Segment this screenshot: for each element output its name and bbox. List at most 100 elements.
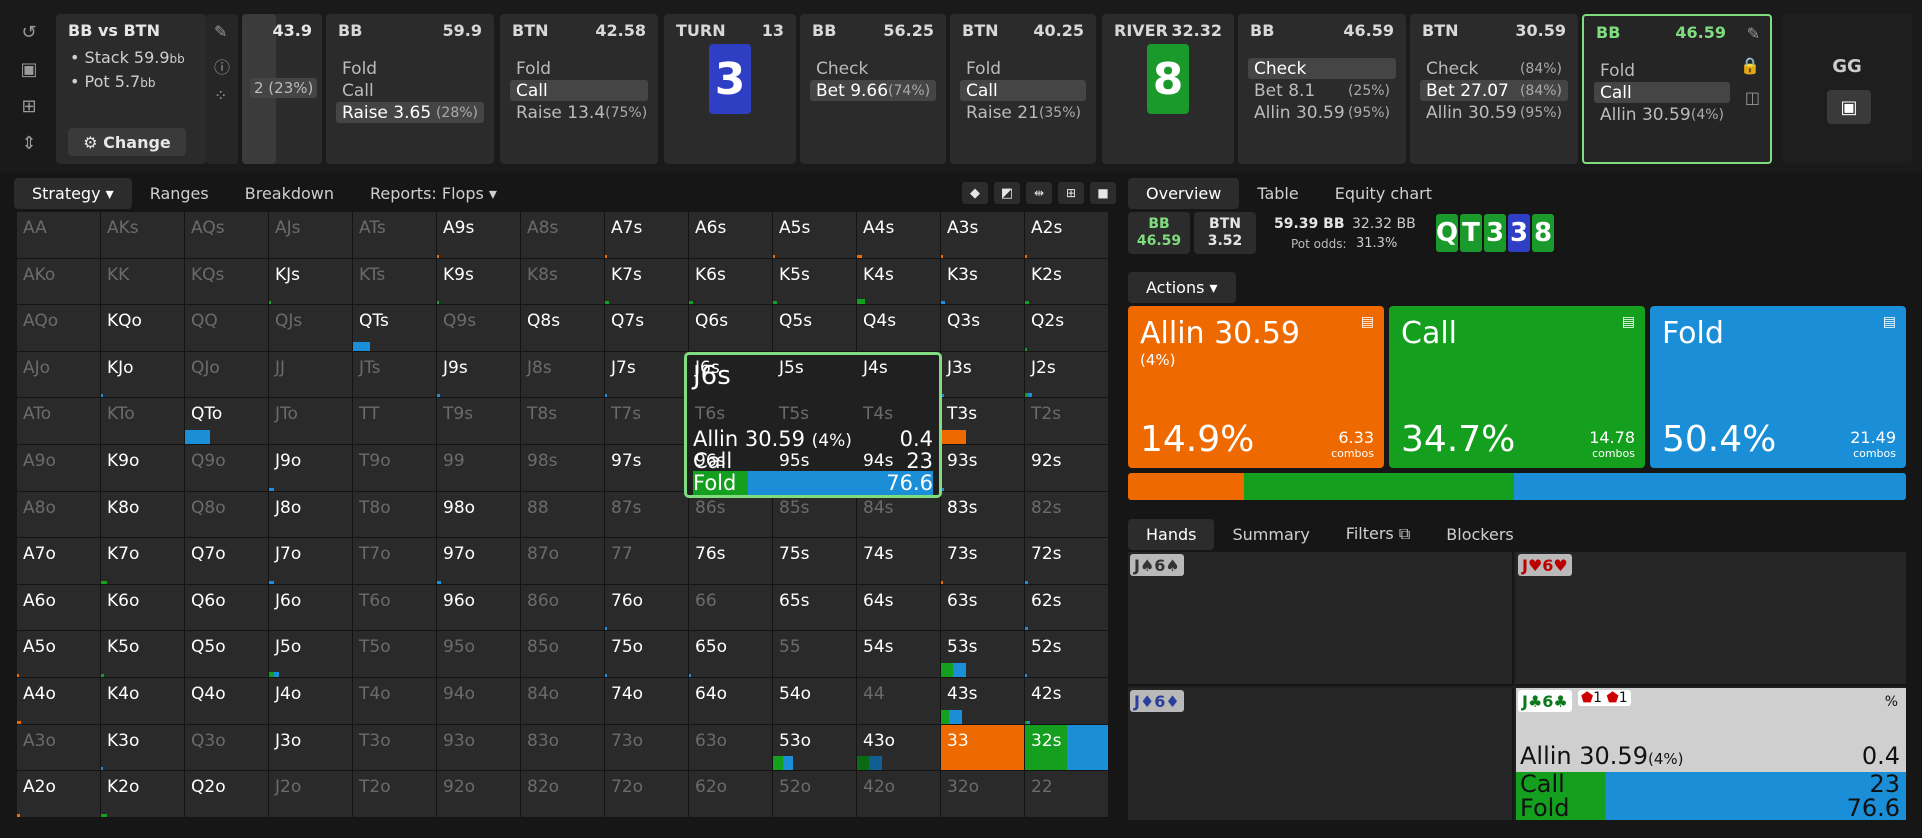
hand-cell[interactable]: T2o	[353, 771, 437, 818]
hand-cell-jc6c[interactable]: J♣6♣ ⬟1 ⬟1 % Allin 30.59(4%) 0.4 Call 23 F…	[1516, 688, 1906, 820]
percent-toggle[interactable]: %	[1884, 694, 1898, 710]
split-icon[interactable]: ⇕	[21, 133, 37, 154]
hand-cell[interactable]: K4o	[101, 678, 185, 725]
hand-cell[interactable]: 64o	[689, 678, 773, 725]
hand-cell[interactable]: AKs	[101, 212, 185, 259]
hand-cell[interactable]: 74s	[857, 538, 941, 585]
hand-cell[interactable]: QQ	[185, 305, 269, 352]
node-action[interactable]: Raise 13.4 (75%)	[516, 102, 648, 123]
hand-cell[interactable]: K7s	[605, 258, 689, 306]
hand-cell[interactable]: 84o	[521, 678, 605, 725]
hand-cell[interactable]: 75o	[605, 631, 689, 678]
hand-cell[interactable]: 33	[941, 724, 1025, 772]
edit-icon[interactable]: ✎	[1746, 24, 1760, 43]
hand-cell[interactable]: 64s	[857, 584, 941, 632]
hand-cell[interactable]: 63o	[689, 724, 773, 772]
hand-cell[interactable]: KK	[101, 258, 185, 306]
hand-cell[interactable]: 42o	[857, 771, 941, 818]
tab-blockers[interactable]: Blockers	[1446, 524, 1514, 544]
hand-cell[interactable]: K2o	[101, 771, 185, 818]
hand-cell[interactable]: J8o	[269, 491, 353, 539]
hand-cell[interactable]: Q3s	[941, 305, 1025, 352]
hand-cell[interactable]: 42s	[1025, 678, 1109, 725]
hand-cell[interactable]: Q9s	[437, 305, 521, 352]
hand-cell[interactable]: 62o	[689, 771, 773, 818]
hand-cell[interactable]: 43o	[857, 724, 941, 772]
action-card-call[interactable]: Call ▤ 34.7% 14.78 combos	[1389, 306, 1645, 468]
hand-cell[interactable]: KJo	[101, 351, 185, 399]
hand-cell[interactable]: 65s	[773, 584, 857, 632]
edit-icon[interactable]: ✎	[214, 22, 228, 41]
hand-cell[interactable]: Q9o	[185, 445, 269, 492]
hand-cell[interactable]: 73o	[605, 724, 689, 772]
hand-cell[interactable]: K9o	[101, 445, 185, 492]
hand-cell[interactable]: 97s	[605, 445, 689, 492]
hand-cell[interactable]: A7s	[605, 212, 689, 259]
hand-cell[interactable]: 54o	[773, 678, 857, 725]
node-action[interactable]: Bet 9.66 (74%)	[810, 80, 936, 101]
hand-cell[interactable]: 86o	[521, 584, 605, 632]
hand-cell[interactable]: 85s	[773, 491, 857, 539]
hand-cell[interactable]: 52s	[1025, 631, 1109, 678]
hand-cell[interactable]: J5o	[269, 631, 353, 678]
node-action[interactable]: Call	[510, 80, 648, 101]
hand-cell[interactable]: K3o	[101, 724, 185, 772]
node-action[interactable]: Fold	[516, 58, 552, 79]
cube-icon[interactable]: ◆	[962, 182, 988, 204]
hand-cell[interactable]: A4o	[17, 678, 101, 725]
hand-cell[interactable]: 44	[857, 678, 941, 725]
hand-cell[interactable]: 62s	[1025, 584, 1109, 632]
hand-cell[interactable]: T8o	[353, 491, 437, 539]
hand-cell[interactable]: 32o	[941, 771, 1025, 818]
hand-cell[interactable]: J2o	[269, 771, 353, 818]
node-btn-1[interactable]: BTN 42.58 Fold Call Raise 13.4 (75%)	[500, 14, 658, 164]
hand-cell[interactable]: A5o	[17, 631, 101, 678]
square-icon[interactable]: ■	[1090, 182, 1116, 204]
hand-cell[interactable]: J4o	[269, 678, 353, 725]
node-action[interactable]: Check	[816, 58, 869, 79]
hand-cell[interactable]: K8s	[521, 258, 605, 306]
hand-cell[interactable]: T9o	[353, 445, 437, 492]
hand-cell[interactable]: 22	[1025, 771, 1109, 818]
hand-cell[interactable]: 97o	[437, 538, 521, 585]
hand-cell[interactable]: ATs	[353, 212, 437, 259]
tab-table[interactable]: Table	[1257, 184, 1299, 203]
hand-cell[interactable]: J7s	[605, 351, 689, 399]
hand-cell[interactable]: 55	[773, 631, 857, 678]
hand-cell[interactable]: AJs	[269, 212, 353, 259]
node-btn-4[interactable]: BTN 40.25 Fold Call Raise 21 (35%)	[950, 14, 1096, 164]
hand-cell[interactable]: A9o	[17, 445, 101, 492]
hand-cell[interactable]: T5o	[353, 631, 437, 678]
hand-cell[interactable]: J9s	[437, 351, 521, 399]
hand-cell-jd6d[interactable]: J♦6♦	[1128, 688, 1514, 820]
node-bb-6[interactable]: BB 46.59 Check Bet 8.1 (25%) Allin 30.59 (95%)	[1238, 14, 1406, 164]
hand-cell[interactable]: A3o	[17, 724, 101, 772]
hand-cell[interactable]: A4s	[857, 212, 941, 259]
hand-cell[interactable]: 93s	[941, 445, 1025, 492]
hand-cell[interactable]: 88	[521, 491, 605, 539]
undo-icon[interactable]: ↺	[21, 22, 37, 43]
hand-cell[interactable]: A8o	[17, 491, 101, 539]
hand-cell[interactable]: KQs	[185, 258, 269, 306]
hand-cell[interactable]: 86s	[689, 491, 773, 539]
hand-cell[interactable]: AJo	[17, 351, 101, 399]
hand-cell[interactable]: AKo	[17, 258, 101, 306]
hand-cell[interactable]: A2o	[17, 771, 101, 818]
hand-cell[interactable]: 54s	[857, 631, 941, 678]
hand-cell[interactable]: QTo	[185, 398, 269, 445]
hand-cell[interactable]: A6s	[689, 212, 773, 259]
change-button[interactable]: ⚙ Change	[68, 128, 186, 156]
dots-icon[interactable]: ⁘	[214, 86, 228, 105]
hand-cell[interactable]: T6o	[353, 584, 437, 632]
hand-cell[interactable]: 87o	[521, 538, 605, 585]
node-bb-0[interactable]: BB 59.9 Fold Call Raise 3.65 (28%)	[326, 14, 494, 164]
node-bb-3[interactable]: BB 56.25 Check Bet 9.66 (74%)	[800, 14, 946, 164]
hand-cell[interactable]: 87s	[605, 491, 689, 539]
hand-cell[interactable]: JTo	[269, 398, 353, 445]
node-btn-7[interactable]: BTN 30.59 Check (84%) Bet 27.07 (84%) Allin 30…	[1410, 14, 1578, 164]
node-bb-8[interactable]: BB 46.59 Fold Call Allin 30.59 (4%) ✎ 🔒 ◫	[1582, 14, 1772, 164]
hand-cell[interactable]: 66	[689, 584, 773, 632]
hand-cell[interactable]: K9s	[437, 258, 521, 306]
hand-cell[interactable]: 96o	[437, 584, 521, 632]
hand-cell[interactable]: 84s	[857, 491, 941, 539]
